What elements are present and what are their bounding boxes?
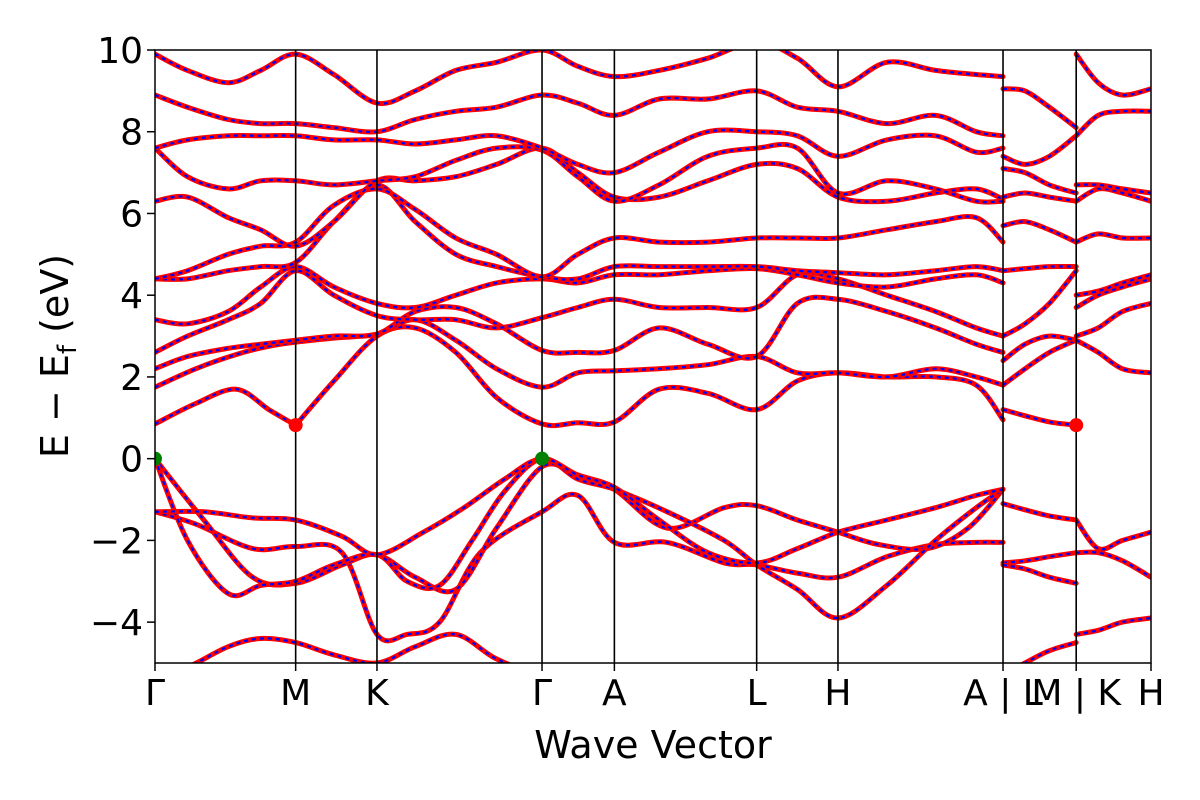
x-axis-ticks: Γ M K Γ A L H A | LM | K H (145, 663, 1165, 714)
y-tick-label-3: 2 (120, 358, 143, 399)
band-line-40 (1073, 51, 1151, 98)
band-overlay-28 (1002, 502, 1077, 522)
y-tick-label-0: −4 (90, 603, 143, 644)
x-tick-label-2: K (365, 673, 390, 714)
bands-layer (155, 50, 1151, 663)
band-overlay-18 (1002, 408, 1077, 427)
y-tick-label-2: 0 (120, 440, 143, 481)
y-axis-title-main: E − E (33, 354, 77, 458)
x-tick-label-7: A | L (963, 673, 1043, 714)
x-axis-title: Wave Vector (534, 723, 772, 767)
band-line-26 (1000, 133, 1079, 167)
band-overlay-23 (1002, 220, 1077, 244)
band-overlay-32 (1075, 339, 1151, 374)
band-overlay-40 (1075, 53, 1151, 97)
x-tick-label-4: A (602, 673, 627, 714)
band-overlay-24 (1002, 191, 1077, 203)
band-overlay-33 (1075, 302, 1151, 338)
y-tick-label-7: 10 (97, 31, 143, 72)
band-line-5 (155, 386, 299, 428)
x-tick-label-6: H (824, 673, 851, 714)
band-overlay-41 (1075, 519, 1151, 551)
band-overlay-35 (1075, 273, 1151, 297)
x-tick-label-9: H (1137, 673, 1164, 714)
band-overlay-36 (1075, 232, 1151, 244)
cbm-marker-2 (288, 418, 303, 433)
band-overlay-37 (1075, 187, 1151, 203)
x-tick-label-5: L (747, 673, 767, 714)
band-edge-markers (155, 418, 1084, 466)
band-overlay-29 (1002, 551, 1077, 564)
band-overlay-25 (1002, 167, 1077, 195)
band-line-32 (1073, 337, 1151, 376)
y-tick-label-6: 8 (120, 113, 143, 154)
band-overlay-39 (1075, 109, 1151, 137)
y-tick-label-1: −2 (90, 521, 143, 562)
y-tick-label-4: 4 (120, 276, 143, 317)
band-line-21 (1000, 268, 1079, 339)
band-overlay-30 (1002, 563, 1077, 585)
band-overlay-38 (1076, 183, 1151, 195)
x-tick-label-8: M | K (1031, 673, 1122, 714)
band-overlay-27 (1002, 87, 1077, 129)
band-overlay-14 (155, 143, 1004, 204)
band-overlay-15 (155, 128, 1004, 175)
band-overlay-22 (1002, 265, 1077, 272)
band-overlay-0 (193, 633, 509, 663)
band-overlay-5 (155, 388, 297, 427)
band-overlay-42 (1076, 550, 1151, 579)
band-overlay-11 (155, 183, 1004, 281)
band-line-33 (1073, 300, 1151, 339)
y-axis-title-subscript: f (53, 344, 83, 354)
band-overlay-7 (155, 318, 1004, 389)
band-overlay-17 (155, 50, 1004, 105)
band-line-23 (1000, 219, 1079, 245)
band-overlay-34 (1075, 277, 1151, 309)
band-line-31 (1019, 640, 1079, 663)
band-overlay-26 (1002, 134, 1077, 166)
y-axis-title: E − Ef (eV) (33, 254, 83, 458)
x-tick-label-1: M (280, 673, 311, 714)
cbm-marker-3 (1069, 418, 1084, 433)
band-line-17 (155, 50, 1006, 107)
plot-frame (154, 49, 1152, 664)
band-overlay-16 (155, 89, 1004, 137)
band-line-19 (1000, 337, 1079, 388)
band-overlay-8 (155, 296, 1004, 370)
y-axis-ticks: −4 −2 0 2 4 6 8 10 (90, 31, 155, 644)
band-line-42 (1073, 549, 1151, 580)
high-symmetry-lines (294, 50, 1077, 663)
band-line-16 (155, 88, 1006, 139)
band-overlay-4 (155, 457, 1004, 565)
x-tick-label-0: Γ (145, 673, 165, 714)
band-overlay-3 (155, 457, 1004, 620)
band-overlay-20 (1002, 334, 1077, 362)
x-tick-label-3: Γ (532, 673, 552, 714)
y-tick-label-5: 6 (120, 194, 143, 235)
band-overlay-2 (155, 458, 1004, 593)
y-axis-title-unit: (eV) (33, 254, 77, 345)
band-overlay-12 (155, 187, 1004, 280)
vbm-marker-0 (155, 451, 162, 466)
band-line-27 (1000, 86, 1079, 131)
band-overlay-1 (155, 493, 1004, 642)
band-overlay-19 (1002, 339, 1077, 386)
band-overlay-43 (1075, 616, 1151, 636)
band-overlay-21 (1002, 269, 1078, 338)
vbm-marker-1 (535, 451, 550, 466)
